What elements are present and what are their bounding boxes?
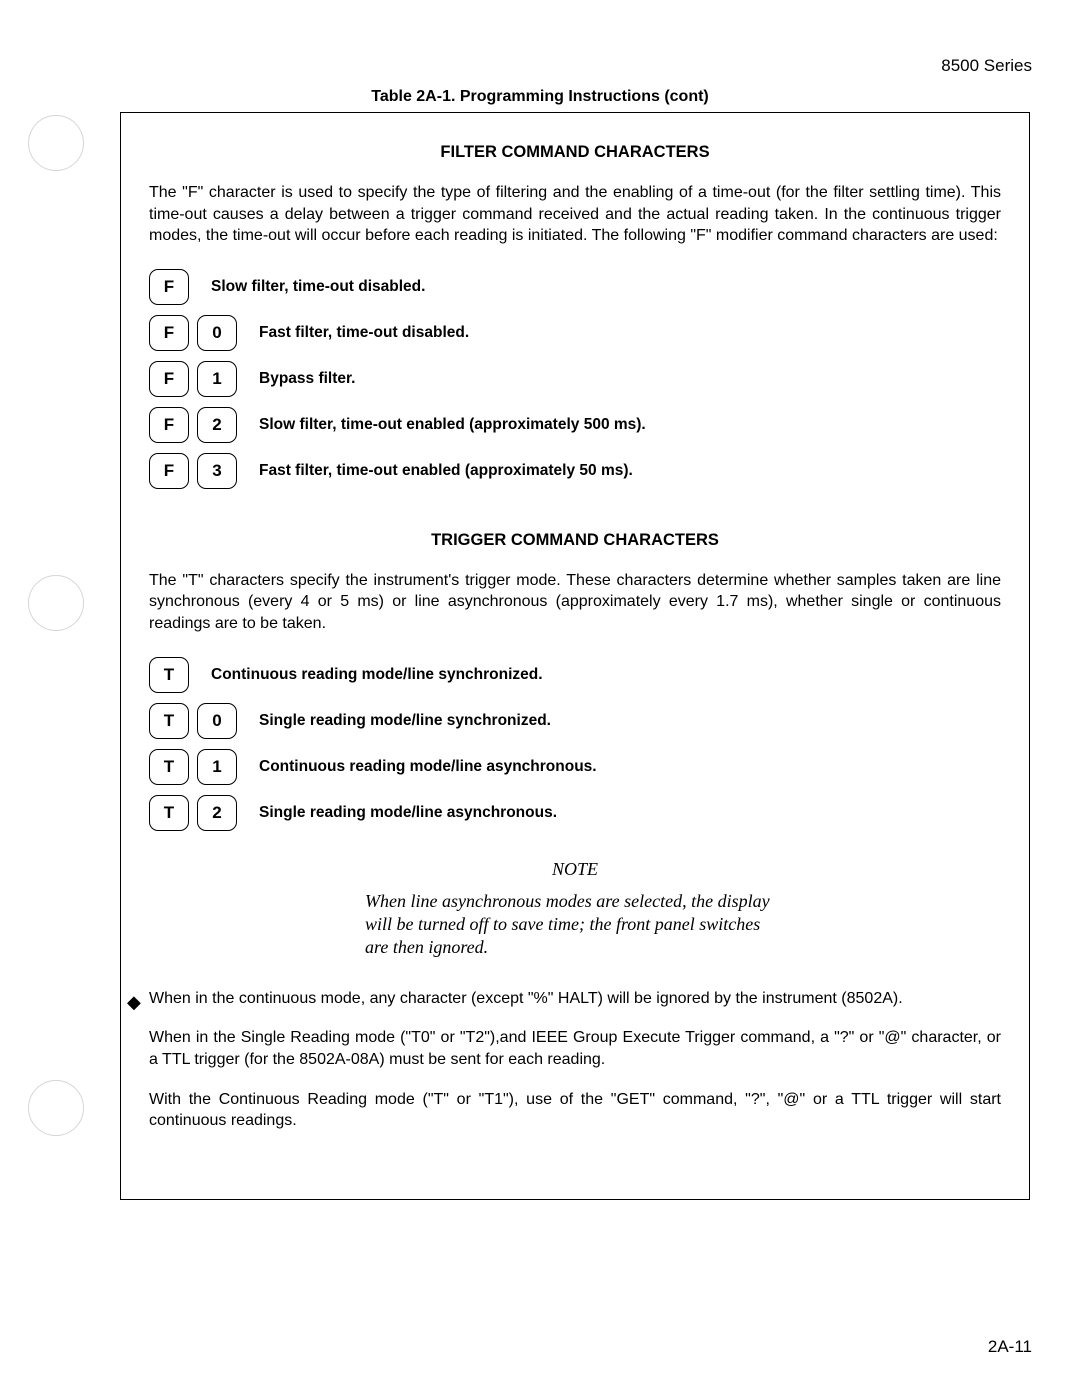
key-3: 3 <box>197 453 237 489</box>
filter-row: F 2 Slow filter, time-out enabled (appro… <box>149 407 1001 443</box>
footer-para-3: With the Continuous Reading mode ("T" or… <box>149 1089 1001 1132</box>
trigger-intro: The "T" characters specify the instrumen… <box>149 570 1001 635</box>
key-T: T <box>149 703 189 739</box>
trigger-desc: Single reading mode/line asynchronous. <box>259 804 557 822</box>
key-F: F <box>149 361 189 397</box>
key-2: 2 <box>197 795 237 831</box>
page: 8500 Series Table 2A-1. Programming Inst… <box>0 0 1080 1397</box>
filter-row: F 0 Fast filter, time-out disabled. <box>149 315 1001 351</box>
key-T: T <box>149 657 189 693</box>
trigger-desc: Continuous reading mode/line asynchronou… <box>259 758 597 776</box>
filter-intro: The "F" character is used to specify the… <box>149 182 1001 247</box>
key-F: F <box>149 407 189 443</box>
diamond-icon: ◆ <box>127 990 141 1014</box>
trigger-row: T Continuous reading mode/line synchroni… <box>149 657 1001 693</box>
key-F: F <box>149 315 189 351</box>
filter-desc: Slow filter, time-out enabled (approxima… <box>259 416 646 434</box>
key-0: 0 <box>197 703 237 739</box>
note-body: When line asynchronous modes are selecte… <box>365 890 785 960</box>
footer-para-2: When in the Single Reading mode ("T0" or… <box>149 1027 1001 1070</box>
key-2: 2 <box>197 407 237 443</box>
footer-para-1-text: When in the continuous mode, any charact… <box>149 990 903 1007</box>
page-number: 2A-11 <box>988 1337 1032 1357</box>
key-1: 1 <box>197 749 237 785</box>
filter-desc: Bypass filter. <box>259 370 356 388</box>
trigger-row: T 0 Single reading mode/line synchronize… <box>149 703 1001 739</box>
trigger-row: T 1 Continuous reading mode/line asynchr… <box>149 749 1001 785</box>
footer-para-1: ◆ When in the continuous mode, any chara… <box>149 988 1001 1010</box>
filter-row: F 3 Fast filter, time-out enabled (appro… <box>149 453 1001 489</box>
trigger-desc: Continuous reading mode/line synchronize… <box>211 666 543 684</box>
content-box: FILTER COMMAND CHARACTERS The "F" charac… <box>120 112 1030 1200</box>
key-F: F <box>149 453 189 489</box>
trigger-row: T 2 Single reading mode/line asynchronou… <box>149 795 1001 831</box>
trigger-desc: Single reading mode/line synchronized. <box>259 712 551 730</box>
filter-desc: Slow filter, time-out disabled. <box>211 278 425 296</box>
table-title: Table 2A-1. Programming Instructions (co… <box>0 88 1080 106</box>
filter-desc: Fast filter, time-out disabled. <box>259 324 469 342</box>
filter-row: F 1 Bypass filter. <box>149 361 1001 397</box>
key-T: T <box>149 795 189 831</box>
filter-heading: FILTER COMMAND CHARACTERS <box>149 143 1001 162</box>
series-header: 8500 Series <box>941 56 1032 76</box>
trigger-heading: TRIGGER COMMAND CHARACTERS <box>149 531 1001 550</box>
filter-row: F Slow filter, time-out disabled. <box>149 269 1001 305</box>
filter-desc: Fast filter, time-out enabled (approxima… <box>259 462 633 480</box>
trigger-section: TRIGGER COMMAND CHARACTERS The "T" chara… <box>149 531 1001 831</box>
binder-hole <box>28 575 84 631</box>
key-F: F <box>149 269 189 305</box>
key-1: 1 <box>197 361 237 397</box>
key-0: 0 <box>197 315 237 351</box>
binder-hole <box>28 115 84 171</box>
binder-hole <box>28 1080 84 1136</box>
key-T: T <box>149 749 189 785</box>
note-label: NOTE <box>149 859 1001 880</box>
